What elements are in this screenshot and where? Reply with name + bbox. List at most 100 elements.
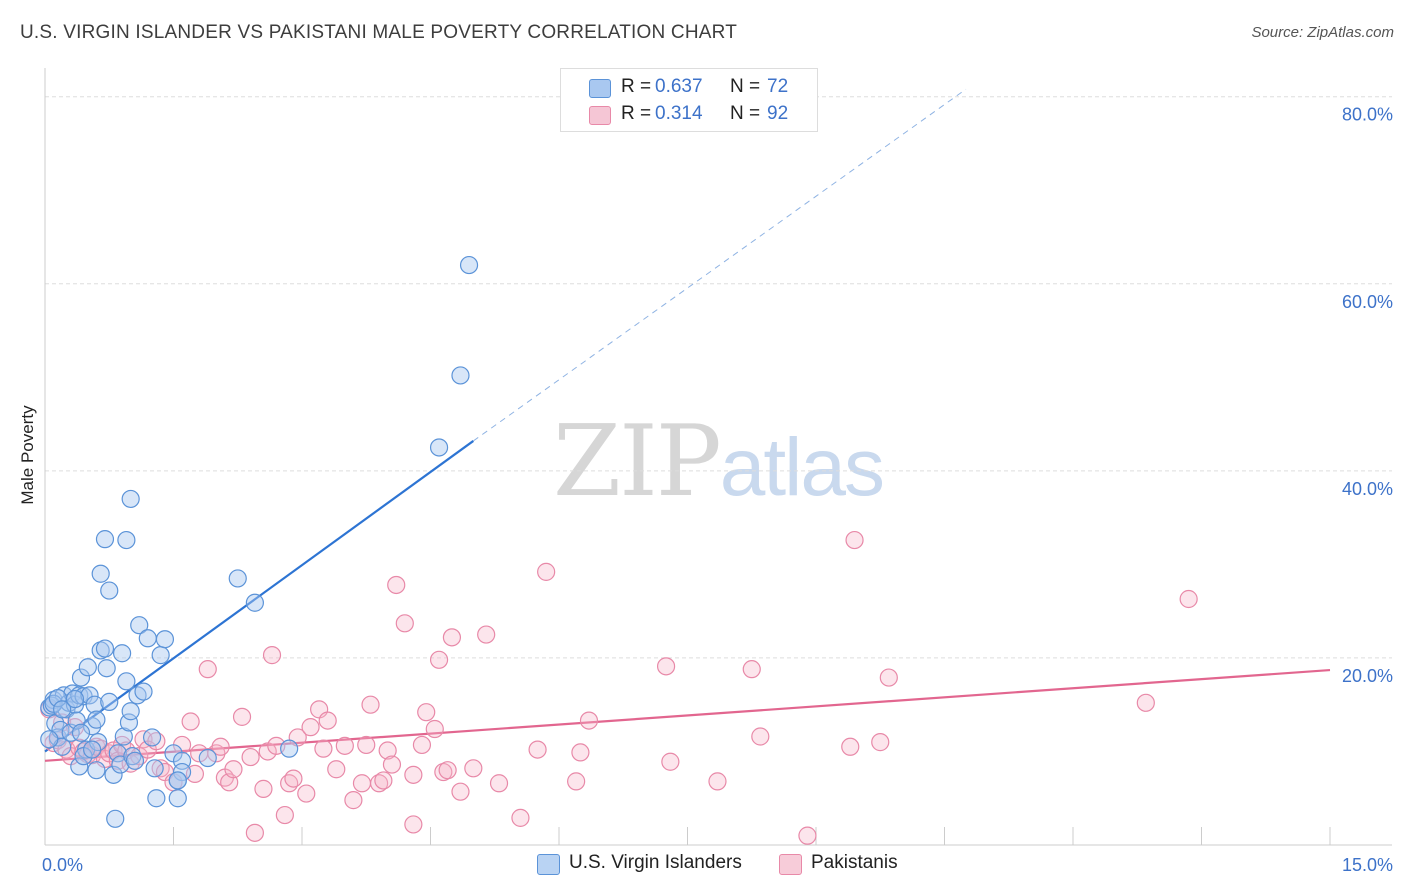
virgin-islanders-point	[119, 713, 139, 732]
pakistanis-point	[438, 761, 457, 780]
pakistanis-point	[352, 774, 372, 793]
virgin-islanders-point	[459, 255, 479, 275]
y-axis-label: Male Poverty	[18, 405, 37, 505]
legend-n-label: N =	[730, 103, 761, 124]
virgin-islanders-point	[100, 581, 119, 600]
pakistanis-point	[357, 735, 376, 755]
axes	[44, 68, 1392, 846]
pakistanis-point	[742, 660, 761, 679]
virgin-islanders-point	[117, 530, 136, 550]
legend-n-value: 72	[767, 76, 789, 97]
bottom-legend-swatch-blue	[537, 854, 560, 875]
pakistanis-point	[232, 707, 252, 726]
virgin-islanders-point	[78, 658, 97, 677]
pakistanis-point	[464, 759, 483, 778]
pakistanis-point	[335, 736, 354, 755]
watermark-atlas: atlas	[719, 422, 885, 513]
virgin-islanders-point	[71, 723, 91, 742]
virgin-islanders-point	[70, 757, 89, 776]
pakistanis-point	[344, 791, 363, 810]
virgin-islanders-point	[121, 489, 140, 509]
virgin-islanders-point	[155, 630, 175, 649]
pakistanis-point	[314, 739, 333, 758]
virgin-islanders-point	[95, 639, 115, 658]
virgin-islanders-point	[198, 748, 217, 768]
virgin-islanders-point	[83, 740, 102, 759]
legend-n-label: N =	[730, 76, 761, 97]
pakistanis-point	[429, 650, 449, 669]
legend-r-value: 0.637	[655, 76, 703, 97]
pakistanis-point	[871, 733, 890, 752]
y-tick-label: 40.0%	[1342, 479, 1393, 499]
virgin-islanders-points	[40, 255, 479, 828]
pakistanis-point	[374, 771, 393, 790]
pakistanis-point	[417, 703, 436, 722]
bottom-legend-label: Pakistanis	[811, 852, 898, 873]
pakistanis-point	[224, 760, 243, 779]
virgin-islanders-point	[95, 530, 115, 549]
legend-swatch-blue	[589, 79, 611, 98]
virgin-islanders-point	[100, 692, 119, 711]
virgin-islanders-point	[145, 759, 164, 778]
pakistanis-point	[378, 741, 397, 760]
virgin-islanders-point	[125, 751, 145, 770]
pakistanis-point	[211, 737, 230, 756]
pakistanis-point	[301, 718, 320, 737]
pakistanis-point	[241, 747, 260, 767]
legend-r-label: R =	[621, 76, 652, 97]
virgin-islanders-point	[134, 682, 153, 701]
pakistanis-point	[284, 769, 303, 788]
virgin-islanders-point	[451, 366, 470, 385]
virgin-islanders-point	[147, 789, 166, 808]
chart-title: U.S. VIRGIN ISLANDER VS PAKISTANI MALE P…	[20, 22, 738, 43]
virgin-islanders-point	[142, 728, 162, 747]
pakistanis-point	[442, 628, 462, 647]
pakistanis-point	[275, 805, 294, 825]
y-tick-label: 60.0%	[1342, 292, 1393, 312]
virgin-islanders-point	[91, 564, 110, 583]
pakistanis-point	[387, 575, 406, 595]
virgin-islanders-point	[40, 730, 59, 749]
virgin-islanders-point	[85, 695, 104, 714]
pakistanis-point	[361, 695, 380, 714]
virgin-islanders-point	[106, 809, 125, 828]
pakistanis-point	[412, 735, 432, 755]
pakistanis-point	[198, 660, 217, 679]
y-tick-label: 80.0%	[1342, 105, 1393, 125]
virgin-islanders-point	[97, 659, 116, 678]
pakistanis-points	[40, 530, 1198, 845]
pakistanis-point	[245, 823, 264, 842]
pakistanis-point	[395, 614, 414, 633]
virgin-islanders-point	[71, 668, 91, 687]
pakistanis-point	[404, 765, 423, 784]
pakistanis-point	[254, 779, 273, 798]
legend-n-value: 92	[767, 103, 789, 124]
virgin-islanders-point	[168, 771, 187, 790]
virgin-islanders-trend-line	[44, 440, 474, 753]
pakistanis-point	[528, 740, 547, 759]
watermark-zip: ZIP	[553, 405, 722, 519]
virgin-islanders-point	[87, 710, 106, 729]
pakistanis-point	[656, 657, 676, 676]
virgin-islanders-point	[130, 616, 149, 635]
virgin-islanders-point	[89, 733, 108, 752]
pakistanis-point	[489, 774, 509, 793]
virgin-islanders-point	[114, 727, 133, 746]
grid	[45, 96, 1392, 659]
virgin-islanders-point	[53, 700, 72, 719]
pakistanis-point	[262, 646, 282, 665]
virgin-islanders-point	[87, 761, 106, 780]
virgin-islanders-point	[80, 686, 99, 705]
pakistanis-point	[181, 712, 200, 731]
pakistanis-point	[451, 782, 470, 801]
legend-r-value: 0.314	[655, 103, 703, 124]
virgin-islanders-point	[117, 672, 136, 691]
trend-lines	[44, 88, 1331, 762]
pakistanis-point	[1136, 693, 1155, 712]
pakistanis-point	[382, 755, 402, 774]
y-tick-label: 20.0%	[1342, 666, 1393, 686]
pakistanis-point	[708, 772, 727, 791]
correlation-legend: R = 0.637 N = 72 R = 0.314 N = 92	[560, 68, 818, 132]
virgin-islanders-point	[108, 744, 127, 763]
